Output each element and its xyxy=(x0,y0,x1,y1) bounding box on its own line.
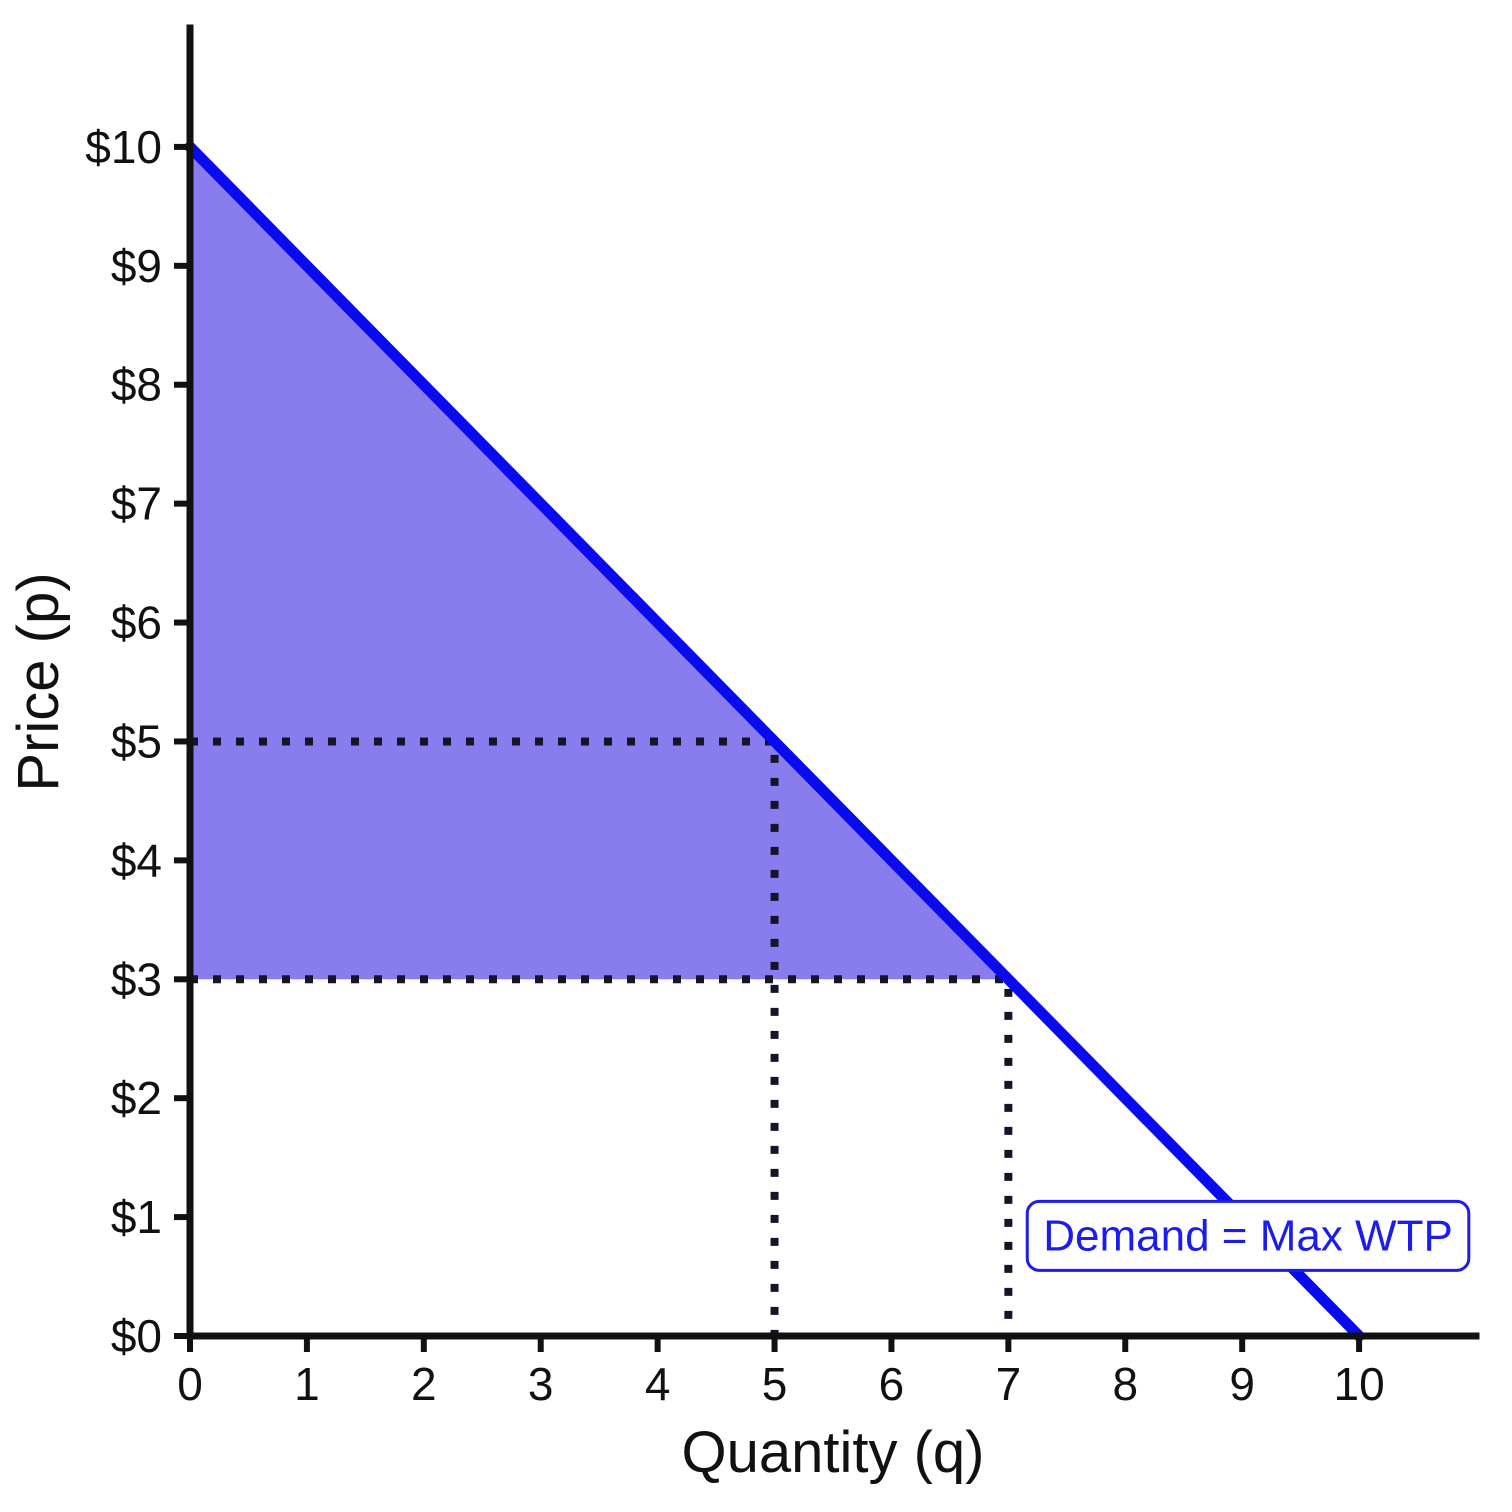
y-tick-label: $7 xyxy=(111,478,162,530)
x-tick-label: 8 xyxy=(1112,1358,1138,1410)
x-tick-label: 2 xyxy=(411,1358,437,1410)
demand-label-box xyxy=(1025,1199,1471,1272)
x-tick-label: 6 xyxy=(879,1358,905,1410)
x-tick-label: 7 xyxy=(996,1358,1022,1410)
demand-label: Demand = Max WTP xyxy=(1043,1211,1453,1260)
y-tick-label: $6 xyxy=(111,597,162,649)
x-tick-label: 0 xyxy=(177,1358,203,1410)
y-tick-label: $1 xyxy=(111,1191,162,1243)
x-tick-label: 4 xyxy=(645,1358,671,1410)
demand-line xyxy=(184,141,1365,1342)
y-tick-label: $9 xyxy=(111,240,162,292)
dotted-guide-1 xyxy=(190,975,1013,1336)
y-tick-label: $10 xyxy=(85,121,162,173)
x-tick-label: 5 xyxy=(762,1358,788,1410)
y-tick-label: $3 xyxy=(111,953,162,1005)
y-tick-label: $5 xyxy=(111,715,162,767)
y-axis-label: Price (p) xyxy=(6,572,71,791)
y-tick-label: $0 xyxy=(111,1310,162,1362)
x-tick-label: 3 xyxy=(528,1358,554,1410)
x-tick-label: 1 xyxy=(294,1358,320,1410)
y-tick-label: $8 xyxy=(111,359,162,411)
y-tick-label: $2 xyxy=(111,1072,162,1124)
x-tick-label: 9 xyxy=(1229,1358,1255,1410)
y-tick-label: $4 xyxy=(111,834,162,886)
x-axis-label: Quantity (q) xyxy=(682,1420,985,1485)
x-tick-label: 10 xyxy=(1334,1358,1385,1410)
